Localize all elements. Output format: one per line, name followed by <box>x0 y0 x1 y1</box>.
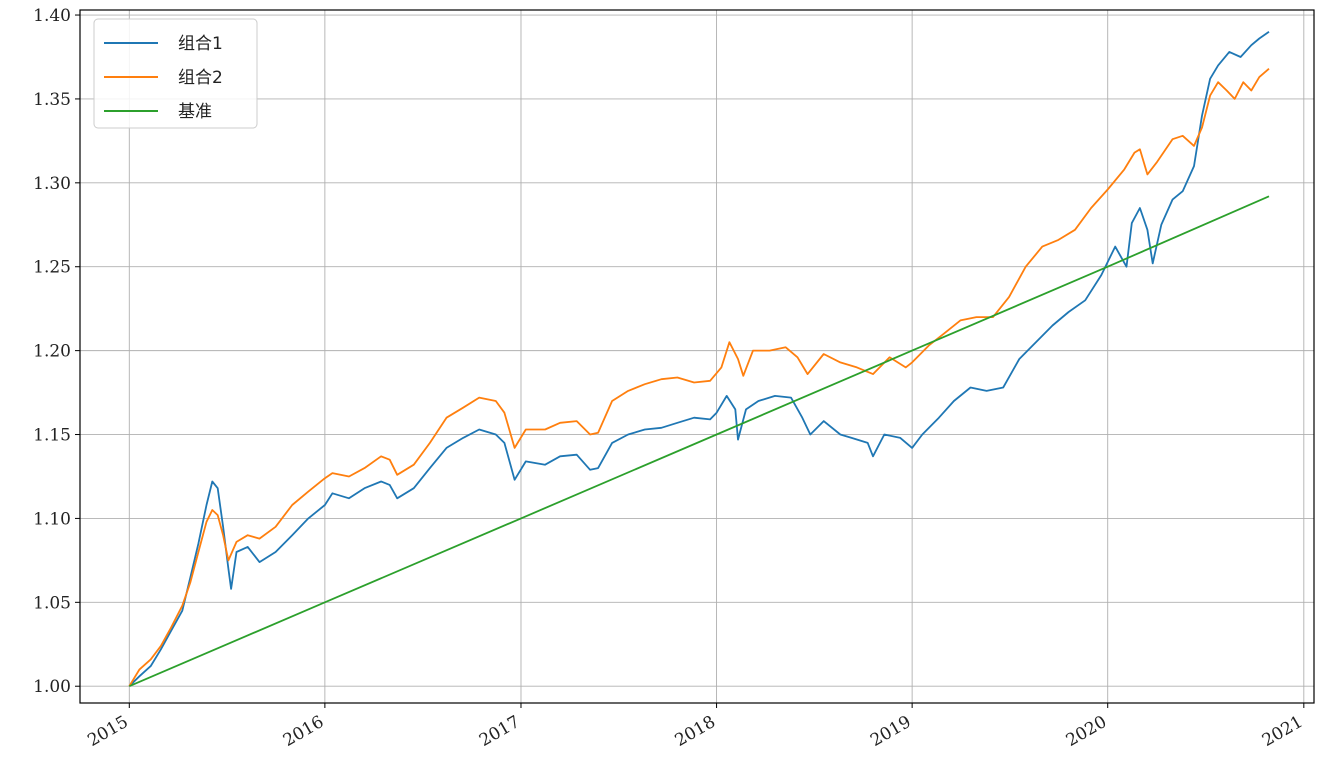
legend-box <box>93 18 258 129</box>
series-line-2 <box>128 68 1270 687</box>
legend-label: 组合1 <box>178 34 223 54</box>
y-tick-label: 1.30 <box>33 174 71 194</box>
y-tick-label: 1.40 <box>33 6 71 26</box>
series-group <box>128 31 1270 688</box>
y-tick-label: 1.00 <box>33 677 71 697</box>
plot-frame <box>79 9 1315 704</box>
y-tick-label: 1.35 <box>33 90 71 110</box>
y-tick-label: 1.20 <box>33 342 71 362</box>
y-tick-label: 1.25 <box>33 258 71 278</box>
y-tick-label: 1.05 <box>33 593 71 613</box>
legend-label: 组合2 <box>178 68 223 88</box>
y-tick-label: 1.15 <box>33 426 71 446</box>
y-tick-label: 1.10 <box>33 509 71 529</box>
legend: 组合1 组合2 基准 <box>93 18 258 129</box>
legend-label: 基准 <box>178 102 212 122</box>
series-line-3 <box>128 195 1270 688</box>
grid <box>80 10 1314 703</box>
series-line-1 <box>128 31 1270 687</box>
